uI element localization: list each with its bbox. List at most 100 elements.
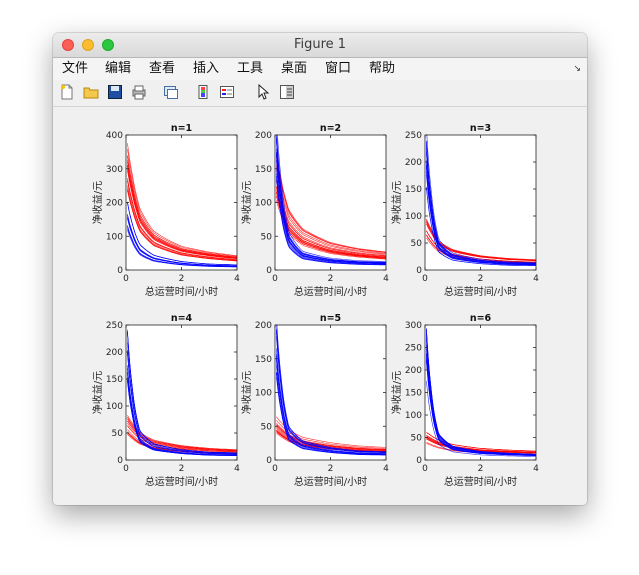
series-b-line (276, 179, 386, 266)
subplot-title: n=2 (320, 123, 341, 134)
x-tick-label: 4 (383, 464, 389, 474)
y-tick-label: 0 (117, 456, 123, 466)
series-b-line (127, 202, 237, 266)
x-tick-label: 2 (478, 464, 484, 474)
minimize-button[interactable] (82, 39, 94, 51)
series-a-line (276, 426, 386, 451)
y-tick-label: 100 (106, 402, 123, 412)
subplot-title: n=5 (320, 313, 341, 324)
menu-file[interactable]: 文件 (62, 61, 89, 76)
insert-colorbar-icon[interactable] (195, 84, 211, 100)
series-a-line (127, 180, 237, 261)
y-tick-label: 250 (405, 131, 422, 141)
x-tick-label: 2 (179, 464, 185, 474)
zoom-button[interactable] (102, 39, 114, 51)
series-a-line (127, 143, 237, 256)
series-b-line (276, 372, 386, 456)
series-a-line (127, 420, 237, 452)
series-a-line (276, 423, 386, 450)
x-tick-label: 4 (383, 274, 389, 284)
new-figure-icon[interactable] (59, 84, 75, 100)
subplot-6: 0 50 100 150 200 250 300 0 2 4 n=6 总运营时间/小时 净收益/元 (390, 313, 539, 488)
series-b-line (426, 187, 536, 266)
series-b-line (426, 171, 536, 266)
x-tick-label: 0 (272, 274, 278, 284)
x-tick-label: 4 (533, 274, 539, 284)
close-button[interactable] (62, 39, 74, 51)
series-b-line (426, 359, 536, 456)
save-icon[interactable] (107, 84, 123, 100)
series-b-line (276, 167, 386, 265)
link-plot-icon[interactable] (163, 84, 179, 100)
x-axis-label: 总运营时间/小时 (294, 475, 367, 488)
y-tick-label: 0 (117, 266, 123, 276)
series-lines (426, 328, 536, 457)
insert-legend-icon[interactable] (219, 84, 235, 100)
y-tick-label: 300 (106, 165, 123, 175)
figure-window: Figure 1 文件 编辑 查看 插入 工具 桌面 窗口 帮助 ↘ (53, 33, 587, 505)
edit-plot-pointer-icon[interactable] (255, 84, 271, 100)
x-axis-label: 总运营时间/小时 (294, 285, 367, 298)
series-lines (276, 325, 386, 456)
x-tick-label: 0 (123, 274, 129, 284)
y-tick-label: 250 (405, 344, 422, 354)
series-a-line (127, 185, 237, 261)
series-a-line (127, 160, 237, 258)
y-tick-label: 100 (106, 232, 123, 242)
y-tick-label: 200 (405, 158, 422, 168)
series-lines (127, 143, 237, 268)
y-tick-label: 100 (405, 212, 422, 222)
print-icon[interactable] (131, 84, 147, 100)
series-b-line (276, 325, 386, 453)
series-a-line (127, 423, 237, 452)
y-tick-label: 200 (255, 321, 272, 331)
x-tick-label: 2 (328, 464, 334, 474)
menu-help[interactable]: 帮助 (369, 61, 396, 76)
y-tick-label: 150 (106, 375, 123, 385)
x-axis-label: 总运营时间/小时 (444, 285, 517, 298)
x-tick-label: 0 (422, 464, 428, 474)
y-tick-label: 100 (255, 389, 272, 399)
menu-desktop[interactable]: 桌面 (281, 61, 308, 76)
y-tick-label: 200 (106, 199, 123, 209)
menu-bar: 文件 编辑 查看 插入 工具 桌面 窗口 帮助 ↘ (53, 58, 587, 80)
series-lines (276, 135, 386, 266)
series-b-line (426, 141, 536, 264)
subplot-4: 0 50 100 150 200 250 0 2 4 n=4 总运营时间/小时 净收益/元 (91, 313, 240, 488)
series-b-line (277, 135, 386, 262)
subplot-2: 0 50 100 150 200 0 2 4 n=2 总运营时间/小时 净收益/元 (240, 123, 389, 298)
series-a-line (127, 170, 237, 260)
series-b-line (127, 331, 237, 454)
series-a-line (127, 165, 237, 259)
y-axis-label: 净收益/元 (91, 371, 104, 414)
series-a-line (426, 432, 536, 452)
menu-window[interactable]: 窗口 (325, 61, 352, 76)
menu-edit[interactable]: 编辑 (105, 61, 132, 76)
y-tick-label: 250 (106, 321, 123, 331)
series-a-line (127, 419, 237, 451)
menu-view[interactable]: 查看 (149, 61, 176, 76)
series-a-line (276, 157, 386, 253)
series-b-line (127, 352, 237, 455)
series-b-line (426, 381, 536, 457)
series-b-line (426, 353, 536, 456)
menu-insert[interactable]: 插入 (193, 61, 220, 76)
subplot-5: 0 50 100 150 200 0 2 4 n=5 总运营时间/小时 净收益/元 (240, 313, 389, 488)
series-b-line (276, 348, 386, 454)
menu-overflow-icon[interactable]: ↘ (573, 64, 581, 74)
series-b-line (276, 336, 386, 454)
menu-tools[interactable]: 工具 (237, 61, 264, 76)
x-axis-label: 总运营时间/小时 (145, 285, 218, 298)
y-tick-label: 200 (405, 366, 422, 376)
series-b-line (276, 138, 386, 263)
y-tick-label: 50 (261, 422, 273, 432)
series-b-line (426, 160, 536, 265)
series-a-line (127, 148, 237, 257)
y-tick-label: 150 (405, 389, 422, 399)
property-inspector-icon[interactable] (279, 84, 295, 100)
series-b-line (276, 160, 386, 265)
open-file-icon[interactable] (83, 84, 99, 100)
x-tick-label: 4 (234, 464, 240, 474)
x-axis-label: 总运营时间/小时 (145, 475, 218, 488)
